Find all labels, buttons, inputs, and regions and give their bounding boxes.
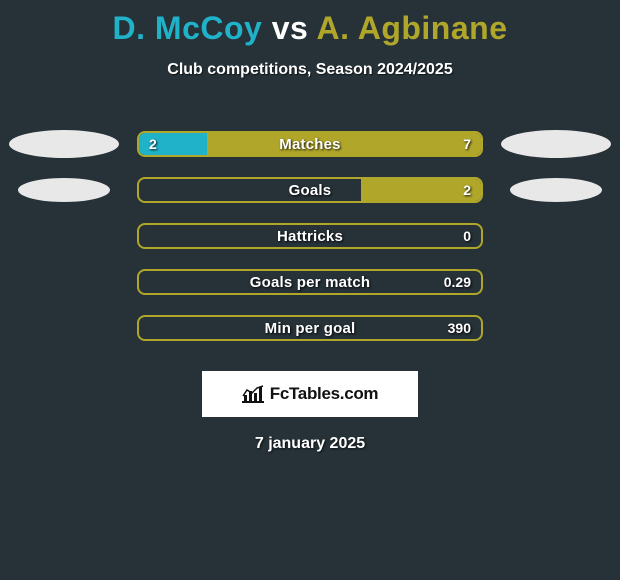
date-text: 7 january 2025 <box>0 435 620 453</box>
stat-row: Goals per match0.29 <box>0 259 620 305</box>
stat-bar: 2Matches7 <box>137 131 483 157</box>
stat-label: Matches <box>139 133 481 155</box>
right-player-badge-slot <box>501 130 611 158</box>
stat-label: Hattricks <box>139 225 481 247</box>
stat-row: Min per goal390 <box>0 305 620 351</box>
stat-bar: Goals per match0.29 <box>137 269 483 295</box>
stat-right-value: 390 <box>448 317 471 339</box>
player2-badge <box>510 178 602 202</box>
stat-label: Goals per match <box>139 271 481 293</box>
stat-bar: Goals2 <box>137 177 483 203</box>
subtitle: Club competitions, Season 2024/2025 <box>0 61 620 79</box>
stat-label: Goals <box>139 179 481 201</box>
player2-badge <box>501 130 611 158</box>
left-player-badge-slot <box>9 178 119 202</box>
stat-row: 2Matches7 <box>0 121 620 167</box>
stat-label: Min per goal <box>139 317 481 339</box>
stat-bar: Hattricks0 <box>137 223 483 249</box>
stat-right-value: 2 <box>463 179 471 201</box>
stat-row: Hattricks0 <box>0 213 620 259</box>
stat-right-value: 0 <box>463 225 471 247</box>
player1-name: D. McCoy <box>113 10 263 46</box>
brand-text: FcTables.com <box>270 384 379 404</box>
vs-text: vs <box>272 10 309 46</box>
stat-row: Goals2 <box>0 167 620 213</box>
stat-bar: Min per goal390 <box>137 315 483 341</box>
player1-badge <box>18 178 110 202</box>
left-player-badge-slot <box>9 130 119 158</box>
stat-rows: 2Matches7Goals2Hattricks0Goals per match… <box>0 121 620 351</box>
player1-badge <box>9 130 119 158</box>
right-player-badge-slot <box>501 178 611 202</box>
stat-right-value: 7 <box>463 133 471 155</box>
comparison-title: D. McCoy vs A. Agbinane <box>0 0 620 47</box>
stat-right-value: 0.29 <box>444 271 471 293</box>
player2-name: A. Agbinane <box>317 10 508 46</box>
chart-icon <box>242 385 264 403</box>
brand-box: FcTables.com <box>202 371 418 417</box>
